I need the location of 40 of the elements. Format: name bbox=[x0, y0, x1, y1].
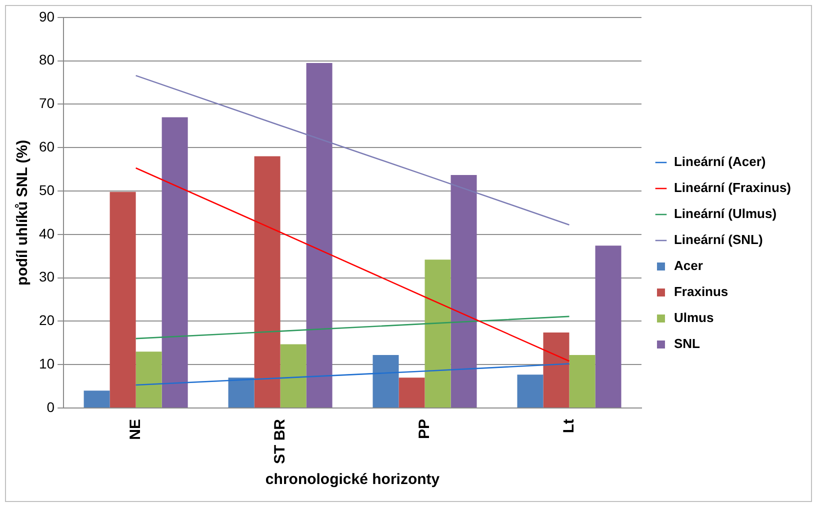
x-tick-label: NE bbox=[126, 419, 144, 440]
legend-label: Lineární (Acer) bbox=[674, 154, 766, 170]
legend-label: Fraxinus bbox=[674, 284, 728, 300]
x-axis-title: chronologické horizonty bbox=[265, 471, 440, 488]
y-tick-label: 10 bbox=[38, 355, 55, 372]
y-axis-title: podíl uhlíků SNL (%) bbox=[14, 140, 32, 286]
bar bbox=[306, 62, 332, 408]
y-tick-label: 90 bbox=[38, 8, 55, 24]
x-tick-label: Lt bbox=[560, 419, 578, 434]
legend-label: Lineární (Ulmus) bbox=[674, 206, 777, 222]
y-tick-label: 50 bbox=[38, 182, 55, 198]
bar bbox=[136, 352, 162, 408]
bar bbox=[228, 378, 254, 408]
y-tick-label: 70 bbox=[38, 95, 55, 112]
y-tick-label: 80 bbox=[38, 52, 55, 68]
bar bbox=[595, 246, 622, 408]
bar bbox=[280, 344, 306, 408]
y-tick-label: 40 bbox=[38, 225, 55, 242]
bar bbox=[543, 332, 570, 408]
bar bbox=[162, 117, 188, 408]
legend-label: SNL bbox=[674, 336, 700, 352]
y-tick-label: 0 bbox=[46, 398, 55, 415]
y-tick-label: 30 bbox=[38, 268, 55, 285]
legend-label: Acer bbox=[674, 258, 703, 274]
bar bbox=[372, 355, 399, 408]
bar bbox=[517, 374, 544, 408]
bar bbox=[569, 355, 596, 408]
bar bbox=[424, 260, 451, 408]
x-tick-label: PP bbox=[416, 419, 433, 440]
y-tick-label: 60 bbox=[38, 138, 55, 154]
bar bbox=[450, 174, 477, 408]
bar bbox=[84, 390, 110, 408]
legend-label: Ulmus bbox=[674, 310, 714, 326]
legend-label: Lineární (Fraxinus) bbox=[674, 180, 792, 196]
legend-label: Lineární (SNL) bbox=[674, 232, 763, 248]
y-tick-label: 20 bbox=[38, 312, 55, 328]
x-tick-label: ST BR bbox=[271, 418, 288, 464]
bar bbox=[110, 192, 136, 408]
bar bbox=[398, 378, 425, 408]
bar bbox=[254, 156, 280, 408]
